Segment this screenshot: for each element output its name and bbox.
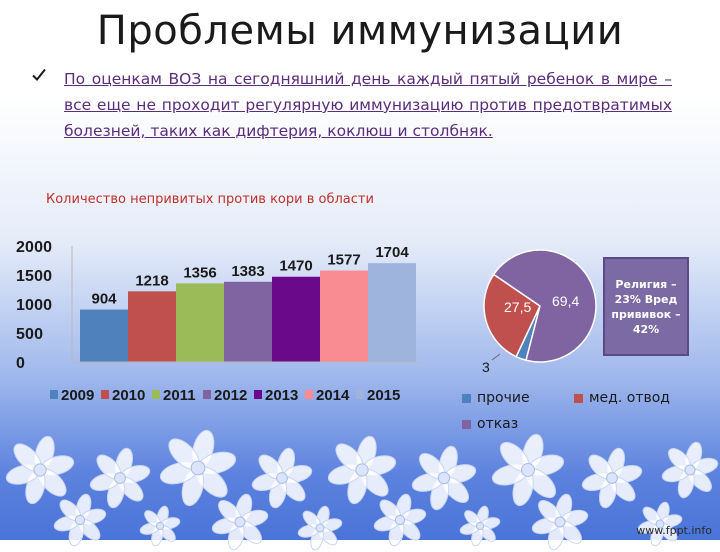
legend-swatch-2013 <box>254 390 262 399</box>
chart-caption: Количество непривитых против кори в обла… <box>46 192 374 207</box>
flower-ornament <box>327 435 397 505</box>
bar-2011 <box>176 283 224 362</box>
bar-value-label: 1577 <box>327 252 360 269</box>
legend-label-2011: 2011 <box>163 387 196 404</box>
legend-label-2009: 2009 <box>61 387 94 404</box>
legend-swatch-2010 <box>101 390 109 399</box>
slide-title: Проблемы иммунизации <box>96 8 624 54</box>
bar-value-label: 1218 <box>135 272 168 289</box>
pie-legend-item: отказ <box>462 416 518 432</box>
pie-value-label: 69,4 <box>552 293 579 309</box>
pie-value-label: 3 <box>482 359 490 375</box>
flower-ornament <box>491 433 565 507</box>
bar-chart: 0 500 1000 1500 2000 904 1218 1356 1383 1470 1577 1… <box>16 239 420 404</box>
flower-ornament <box>211 493 269 551</box>
y-tick-label: 1000 <box>16 297 52 314</box>
bar-value-label: 1356 <box>183 264 216 281</box>
pie-legend-swatch <box>462 419 471 429</box>
callout-box: Религия – 23% Вред прививок – 42% <box>603 257 689 356</box>
bar-2014 <box>320 270 368 362</box>
flower-ornament <box>661 441 719 499</box>
flower-ornament <box>459 505 501 547</box>
y-tick-label: 1500 <box>16 268 52 285</box>
pie-legend-item: мед. отвод <box>574 390 670 406</box>
legend-swatch-2011 <box>152 390 160 399</box>
y-tick-label: 0 <box>16 355 25 372</box>
pie-legend-swatch <box>462 393 471 403</box>
flower-ornament <box>411 445 477 511</box>
bar-2013 <box>272 276 320 362</box>
footer-watermark: www.fppt.info <box>636 524 712 537</box>
pie-legend-label: отказ <box>477 416 519 432</box>
bar-value-label: 1470 <box>279 258 312 275</box>
legend-label-2013: 2013 <box>265 387 298 404</box>
legend-label-2015: 2015 <box>367 387 400 404</box>
legend-swatch-2015 <box>356 390 364 399</box>
legend-label-2010: 2010 <box>112 387 145 404</box>
bar-2009 <box>80 309 128 362</box>
flower-ornament <box>373 493 427 547</box>
legend-swatch-2012 <box>203 390 211 399</box>
flower-ornament <box>581 447 643 509</box>
pie-legend-swatch <box>574 393 583 403</box>
flower-ornament <box>159 429 237 507</box>
pie-slice-2 <box>492 249 597 363</box>
bullet-text[interactable]: По оценкам ВОЗ на сегодняшний день кажды… <box>64 70 672 140</box>
pie-leader-line <box>491 353 501 361</box>
bar-2012 <box>224 281 272 362</box>
pie-legend-label: прочие <box>477 390 530 406</box>
y-tick-label: 2000 <box>16 239 52 256</box>
legend-label-2012: 2012 <box>214 387 247 404</box>
legend-swatch-2009 <box>50 390 58 399</box>
bar-2015 <box>368 263 416 362</box>
flower-ornament <box>53 493 107 547</box>
flower-ornament <box>531 493 589 551</box>
callout-text: Религия – 23% Вред прививок – 42% <box>611 277 681 336</box>
bar-2010 <box>128 291 176 362</box>
bar-value-label: 904 <box>91 291 117 308</box>
flower-ornament <box>251 447 313 509</box>
bar-value-label: 1704 <box>375 244 409 261</box>
flower-ornament <box>89 447 151 509</box>
pie-legend-label: мед. отвод <box>589 390 670 406</box>
pie-value-label: 27,5 <box>504 299 531 315</box>
pie-slice-1 <box>483 273 541 358</box>
flower-ornament <box>139 505 181 547</box>
legend-label-2014: 2014 <box>316 387 350 404</box>
pie-legend-item: прочие <box>462 390 530 406</box>
pie-chart: 3 27,5 69,4 <box>482 249 597 375</box>
flower-ornament <box>297 505 343 551</box>
legend-swatch-2014 <box>305 390 313 399</box>
y-tick-label: 500 <box>16 326 43 343</box>
flower-ornament <box>5 435 75 505</box>
bar-value-label: 1383 <box>231 263 264 280</box>
check-icon <box>32 68 46 81</box>
bullet-block: По оценкам ВОЗ на сегодняшний день кажды… <box>32 66 672 144</box>
